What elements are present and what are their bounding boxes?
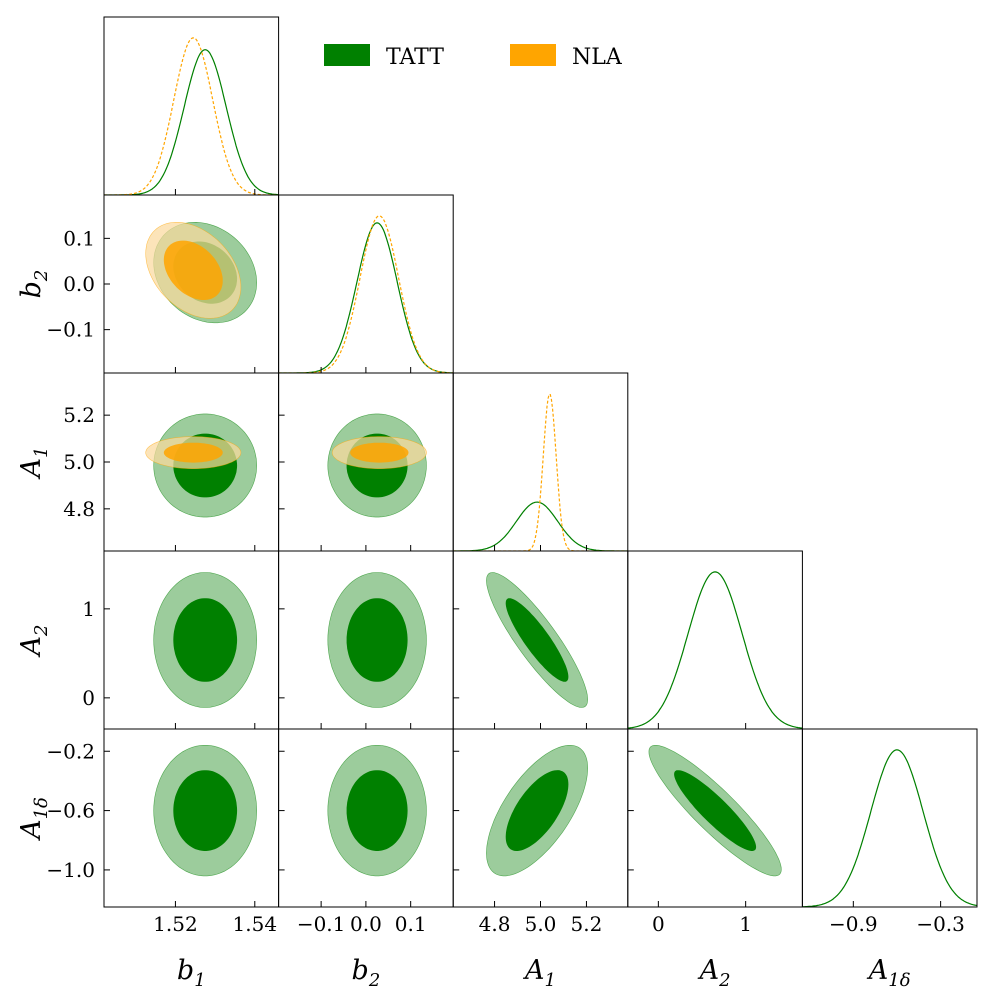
xtick-label-b2: −0.1 <box>297 912 346 936</box>
marginal-tatt-A2 <box>627 571 803 729</box>
contour-68-tatt <box>346 770 408 851</box>
ytick-label-A2: 0 <box>82 686 95 710</box>
xlabel-b2: b2 <box>352 955 381 991</box>
xlabel-A2: A2 <box>697 955 731 991</box>
xtick-label-b2: 0.0 <box>350 912 382 936</box>
contour-68-tatt <box>505 770 569 851</box>
ytick-label-A1: 5.0 <box>63 450 95 474</box>
panel-b2-A1d <box>327 745 427 877</box>
panel-b1-b2 <box>145 221 258 324</box>
ytick-label-b2: 0.1 <box>63 226 95 250</box>
xlabel-b1: b1 <box>177 955 206 991</box>
xtick-label-A2: 0 <box>652 912 665 936</box>
xtick-label-b2: 0.1 <box>395 912 427 936</box>
panel-b2-A1 <box>327 413 427 518</box>
panel-A2-A2 <box>627 571 803 729</box>
contour-68-nla <box>350 442 409 463</box>
xtick-label-A1d: −0.3 <box>916 912 965 936</box>
panel-b2-A2 <box>327 572 427 708</box>
xtick-label-A1: 5.2 <box>571 912 603 936</box>
marginal-nla-A1 <box>453 393 628 551</box>
xtick-label-b1: 1.52 <box>153 912 198 936</box>
panel-A1-A1d <box>486 745 589 877</box>
panel-frame <box>627 550 803 730</box>
legend-swatch-tatt <box>324 44 370 66</box>
ytick-label-A2: 1 <box>82 597 95 621</box>
xtick-label-A2: 1 <box>739 912 752 936</box>
contour-68-tatt <box>346 598 408 682</box>
panel-b1-A1 <box>145 413 258 518</box>
contour-68-tatt <box>173 598 238 682</box>
panel-b1-A2 <box>153 572 258 708</box>
contour-68-tatt <box>674 770 757 851</box>
marginal-nla-b1 <box>104 37 279 195</box>
marginal-tatt-A1 <box>453 501 628 551</box>
ytick-label-b2: −0.1 <box>46 318 95 342</box>
marginal-tatt-b2 <box>278 222 454 373</box>
xtick-label-A1: 5.0 <box>525 912 557 936</box>
xlabel-A1: A1 <box>522 955 556 991</box>
panel-A1-A2 <box>486 572 589 708</box>
panel-frame <box>278 194 454 374</box>
ylabel-A1d: A1δ <box>16 797 52 842</box>
panel-frame <box>801 728 978 908</box>
ytick-label-A1: 4.8 <box>63 497 95 521</box>
xtick-label-A1d: −0.9 <box>829 912 878 936</box>
panel-frame <box>103 16 280 196</box>
panel-frame <box>452 372 629 552</box>
xtick-label-A1: 4.8 <box>479 912 511 936</box>
legend-swatch-nla <box>510 44 556 66</box>
contour-68-tatt <box>173 770 238 851</box>
ylabel-A2: A2 <box>16 625 52 659</box>
legend-label-tatt: TATT <box>386 45 444 70</box>
marginal-tatt-b1 <box>104 49 279 195</box>
legend: TATT NLA <box>324 44 623 70</box>
ytick-label-A1d: −0.6 <box>46 799 95 823</box>
panel-A1-A1 <box>453 393 628 551</box>
ylabel-A1: A1 <box>16 447 52 481</box>
legend-label-nla: NLA <box>572 45 623 70</box>
panel-b1-A1d <box>153 745 258 877</box>
contour-68-nla <box>163 240 223 300</box>
contour-68-nla <box>163 442 223 463</box>
xtick-label-b1: 1.54 <box>233 912 278 936</box>
ytick-label-A1d: −0.2 <box>46 739 95 763</box>
panel-b1-b1 <box>104 37 279 195</box>
ytick-label-A1: 5.2 <box>63 403 95 427</box>
panel-A2-A1d <box>648 745 782 877</box>
marginal-tatt-A1d <box>802 749 978 907</box>
panel-A1d-A1d <box>802 749 978 907</box>
xlabel-A1d: A1δ <box>866 955 911 991</box>
ytick-label-b2: 0.0 <box>63 272 95 296</box>
contour-68-tatt <box>505 598 569 682</box>
panel-b2-b2 <box>278 215 454 373</box>
ytick-label-A1d: −1.0 <box>46 858 95 882</box>
marginal-nla-b2 <box>278 215 454 373</box>
ylabel-b2: b2 <box>16 270 52 299</box>
